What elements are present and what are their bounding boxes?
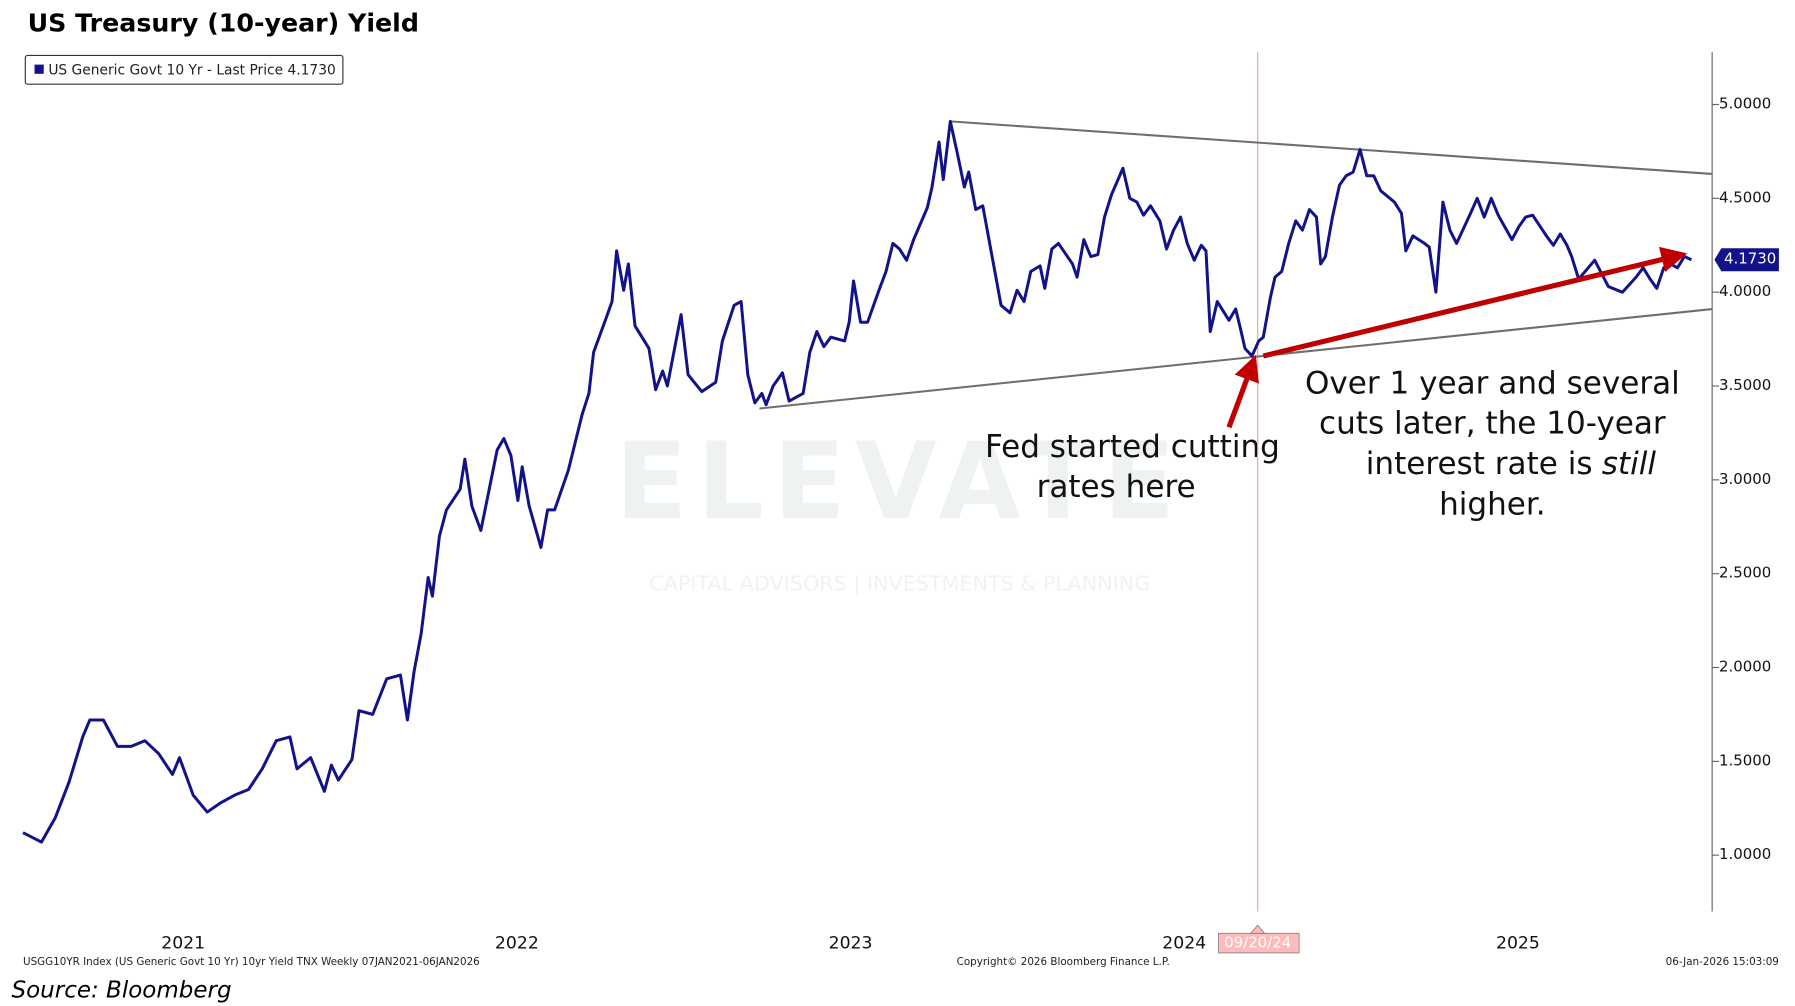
- last-price-label: 4.1730: [1724, 250, 1776, 268]
- annotation-part: still: [1602, 446, 1657, 482]
- footer-center: Copyright© 2026 Bloomberg Finance L.P.: [957, 956, 1170, 968]
- watermark: ELEVATE CAPITAL ADVISORS | INVESTMENTS &…: [615, 420, 1184, 597]
- legend-box: [24, 54, 344, 85]
- x-tick-label: 2024: [1162, 934, 1206, 954]
- source: Source: Bloomberg: [12, 977, 232, 1003]
- y-tick-label: 1.0000: [1719, 845, 1771, 863]
- footer-left: USGG10YR Index (US Generic Govt 10 Yr) 1…: [23, 956, 480, 968]
- marker-pointer: [1249, 924, 1266, 934]
- marker-label: 09/20/24: [1224, 934, 1291, 952]
- y-tick-label: 2.5000: [1719, 564, 1771, 582]
- y-tick-label: 3.5000: [1719, 376, 1771, 394]
- annotation-text: interest rate is still: [1366, 446, 1657, 482]
- x-tick-label: 2022: [495, 934, 539, 954]
- annotation-text: rates here: [1037, 469, 1196, 505]
- watermark-text: ELEVATE: [615, 420, 1184, 543]
- x-tick-label: 2023: [829, 934, 873, 954]
- chart-title: US Treasury (10-year) Yield: [28, 8, 419, 37]
- x-tick-label: 2025: [1496, 934, 1540, 954]
- y-tick-label: 4.0000: [1719, 282, 1771, 300]
- x-tick-label: 2021: [161, 934, 205, 954]
- annotation-text: cuts later, the 10-year: [1319, 406, 1666, 442]
- y-tick-label: 5.0000: [1719, 94, 1771, 112]
- annotation-part: interest rate is: [1366, 446, 1593, 482]
- arrow: [1226, 354, 1259, 429]
- y-tick-label: 1.5000: [1719, 751, 1771, 769]
- series-line: [22, 119, 1693, 844]
- annotation-text: Fed started cutting: [985, 429, 1280, 465]
- y-tick-label: 4.5000: [1719, 188, 1771, 206]
- annotation-text: Over 1 year and several: [1305, 365, 1680, 401]
- legend-swatch: [34, 64, 44, 74]
- trendline: [950, 120, 1713, 175]
- last-price-tag: [1714, 248, 1779, 272]
- y-tick-label: 2.0000: [1719, 658, 1771, 676]
- annotation-text: higher.: [1439, 486, 1546, 522]
- arrow: [1262, 246, 1688, 359]
- y-tick-label: 3.0000: [1719, 470, 1771, 488]
- watermark-subtext: CAPITAL ADVISORS | INVESTMENTS & PLANNIN…: [649, 572, 1150, 597]
- footer-right: 06-Jan-2026 15:03:09: [1666, 956, 1779, 968]
- legend-label: US Generic Govt 10 Yr - Last Price 4.173…: [48, 62, 335, 78]
